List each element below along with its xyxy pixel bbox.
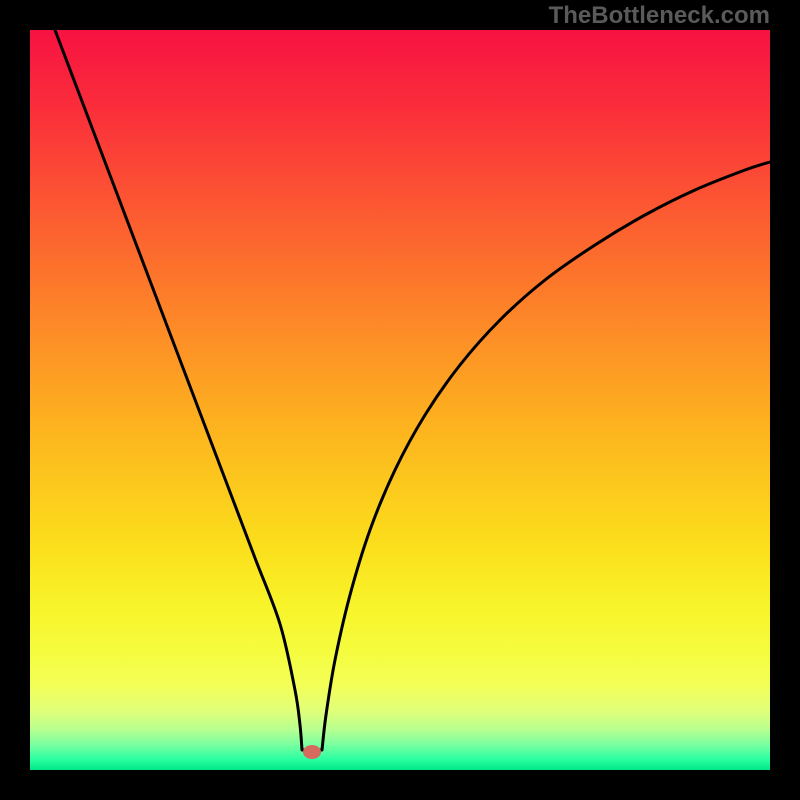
chart-svg xyxy=(0,0,800,800)
plot-background xyxy=(30,30,770,770)
chart-container: TheBottleneck.com xyxy=(0,0,800,800)
minimum-marker xyxy=(303,745,321,759)
watermark-text: TheBottleneck.com xyxy=(549,2,770,30)
